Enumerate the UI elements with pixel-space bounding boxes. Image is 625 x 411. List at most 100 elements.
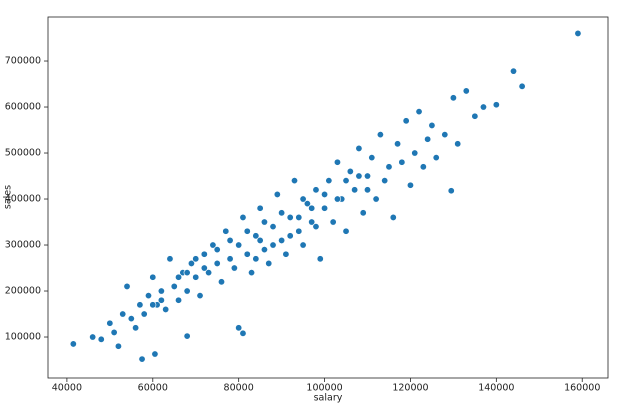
point: [256, 236, 264, 244]
point: [157, 296, 165, 304]
point: [447, 187, 455, 195]
point: [368, 154, 376, 162]
point: [260, 246, 268, 254]
point: [346, 167, 354, 175]
point: [243, 227, 251, 235]
point: [138, 355, 146, 363]
point: [226, 236, 234, 244]
axes-frame: [47, 16, 609, 379]
point: [282, 250, 290, 258]
point: [144, 292, 152, 300]
point: [321, 190, 329, 198]
y-tick-label: 200000: [5, 286, 41, 297]
point: [286, 232, 294, 240]
point: [170, 282, 178, 290]
point: [196, 292, 204, 300]
point: [492, 101, 500, 109]
point: [389, 213, 397, 221]
point: [342, 227, 350, 235]
point: [269, 223, 277, 231]
point: [316, 255, 324, 263]
point: [321, 204, 329, 212]
point: [162, 305, 170, 313]
point: [89, 333, 97, 341]
point: [252, 232, 260, 240]
point: [239, 329, 247, 337]
point: [364, 186, 372, 194]
point: [114, 342, 122, 350]
point: [217, 278, 225, 286]
point: [151, 350, 159, 358]
point: [462, 87, 470, 95]
point: [175, 273, 183, 281]
point: [415, 108, 423, 116]
point: [157, 287, 165, 295]
point: [192, 255, 200, 263]
point: [411, 149, 419, 157]
point: [136, 301, 144, 309]
y-tick-label: 600000: [5, 102, 41, 113]
point: [333, 158, 341, 166]
point: [213, 259, 221, 267]
point: [372, 195, 380, 203]
point: [312, 186, 320, 194]
point: [252, 255, 260, 263]
x-tick-label: 100000: [306, 383, 342, 394]
point: [303, 200, 311, 208]
point: [351, 186, 359, 194]
point: [230, 264, 238, 272]
point: [381, 177, 389, 185]
point: [398, 158, 406, 166]
point: [402, 117, 410, 125]
point: [299, 241, 307, 249]
point: [308, 218, 316, 226]
point: [123, 282, 131, 290]
point: [419, 163, 427, 171]
point: [140, 310, 148, 318]
x-tick-label: 40000: [52, 383, 82, 394]
point: [449, 94, 457, 102]
y-tick-label: 400000: [5, 194, 41, 205]
point: [187, 259, 195, 267]
point: [518, 82, 526, 90]
point: [342, 177, 350, 185]
point: [295, 213, 303, 221]
point: [278, 209, 286, 217]
y-tick-label: 300000: [5, 240, 41, 251]
point: [69, 340, 77, 348]
point: [574, 29, 582, 37]
point: [359, 209, 367, 217]
point: [239, 213, 247, 221]
point: [355, 172, 363, 180]
point: [364, 172, 372, 180]
point: [209, 241, 217, 249]
point: [235, 241, 243, 249]
point: [192, 273, 200, 281]
point: [260, 218, 268, 226]
point: [291, 177, 299, 185]
point: [308, 204, 316, 212]
point: [166, 255, 174, 263]
point: [424, 135, 432, 143]
point: [119, 310, 127, 318]
point: [106, 319, 114, 327]
point: [243, 250, 251, 258]
point: [312, 223, 320, 231]
point: [205, 269, 213, 277]
point: [299, 195, 307, 203]
point: [200, 250, 208, 258]
point: [385, 163, 393, 171]
point: [213, 246, 221, 254]
point: [329, 218, 337, 226]
x-tick-label: 60000: [138, 383, 168, 394]
point: [235, 324, 243, 332]
point: [226, 255, 234, 263]
y-axis-label: sales: [3, 185, 14, 209]
point: [406, 181, 414, 189]
x-tick-label: 140000: [478, 383, 514, 394]
point: [333, 195, 341, 203]
point: [200, 264, 208, 272]
point: [265, 259, 273, 267]
point: [479, 103, 487, 111]
point: [132, 324, 140, 332]
